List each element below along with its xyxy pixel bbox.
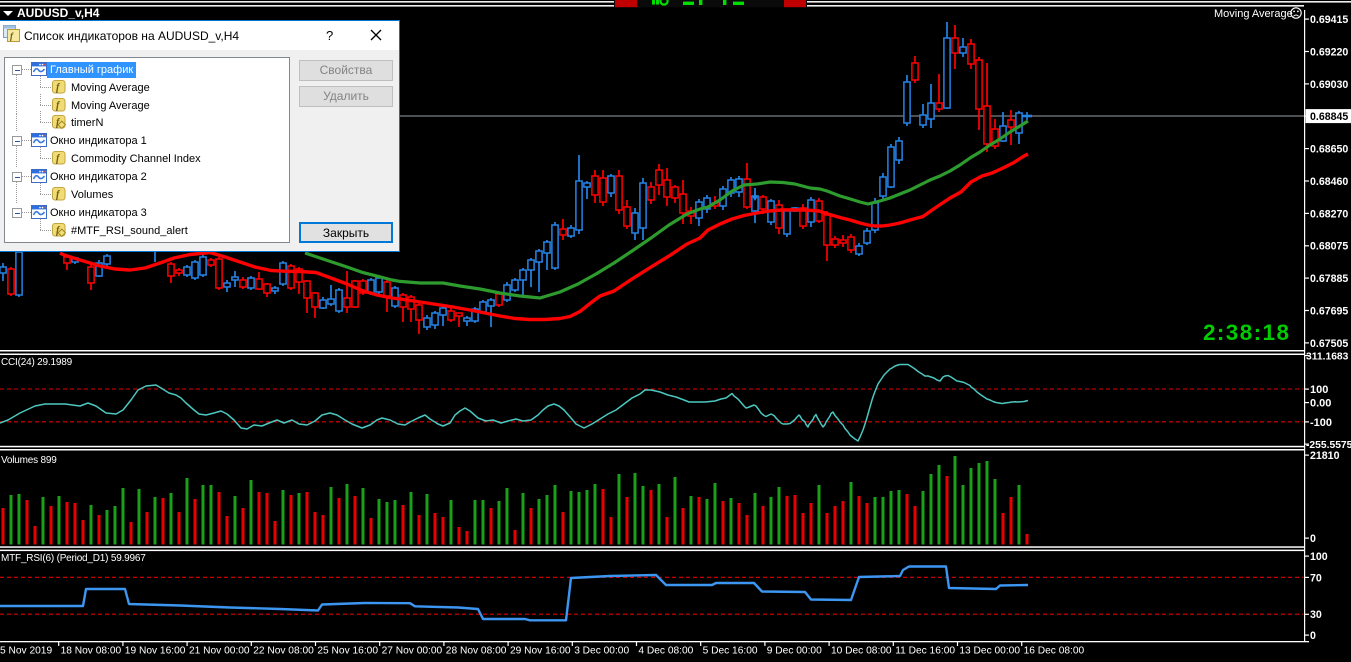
svg-text:Moving Average: Moving Average: [1214, 8, 1293, 20]
svg-text:0.68460: 0.68460: [1310, 176, 1348, 188]
svg-text:30: 30: [1310, 609, 1322, 621]
svg-text:10 Dec 08:00: 10 Dec 08:00: [831, 646, 892, 657]
svg-text:11 Dec 16:00: 11 Dec 16:00: [895, 646, 955, 657]
svg-text:f: f: [56, 118, 61, 129]
svg-text:f: f: [56, 190, 61, 201]
svg-text:9 Dec 00:00: 9 Dec 00:00: [767, 646, 822, 657]
svg-text:0.67695: 0.67695: [1310, 305, 1348, 317]
svg-text:25 Nov 16:00: 25 Nov 16:00: [317, 646, 378, 657]
svg-text:16 Dec 08:00: 16 Dec 08:00: [1024, 646, 1085, 657]
svg-text:18 Nov 08:00: 18 Nov 08:00: [61, 646, 122, 657]
svg-text:19 Nov 16:00: 19 Nov 16:00: [125, 646, 186, 657]
svg-text:22 Nov 08:00: 22 Nov 08:00: [253, 646, 314, 657]
svg-text:27 Nov 00:00: 27 Nov 00:00: [382, 646, 443, 657]
svg-text:0.68270: 0.68270: [1310, 208, 1348, 220]
svg-text:f: f: [10, 31, 14, 41]
svg-text:f: f: [56, 226, 61, 237]
svg-text:f: f: [56, 83, 61, 94]
svg-text:0: 0: [1310, 630, 1316, 642]
svg-text:2:38:18: 2:38:18: [1203, 320, 1290, 345]
svg-text:100: 100: [1310, 551, 1328, 563]
svg-text:21810: 21810: [1310, 450, 1340, 462]
svg-text:0.67885: 0.67885: [1310, 273, 1348, 285]
svg-text:0.69415: 0.69415: [1310, 14, 1348, 26]
svg-text:AUDUSD_v,H4: AUDUSD_v,H4: [17, 6, 100, 20]
svg-text:0: 0: [1310, 533, 1316, 545]
svg-text:MTF_RSI(6) (Period_D1) 59.9967: MTF_RSI(6) (Period_D1) 59.9967: [1, 553, 146, 564]
svg-text:0.68075: 0.68075: [1310, 241, 1348, 253]
svg-text:21 Nov 00:00: 21 Nov 00:00: [189, 646, 250, 657]
svg-text:5 Dec 16:00: 5 Dec 16:00: [703, 646, 758, 657]
svg-text:70: 70: [1310, 572, 1322, 584]
svg-text:0.69030: 0.69030: [1310, 79, 1348, 91]
svg-text:100: 100: [1310, 384, 1328, 396]
svg-text:4 Dec 08:00: 4 Dec 08:00: [638, 646, 693, 657]
svg-text:0.67505: 0.67505: [1310, 338, 1348, 350]
svg-text:-255.5575: -255.5575: [1306, 440, 1351, 451]
svg-text:28 Nov 08:00: 28 Nov 08:00: [446, 646, 507, 657]
svg-text:-100: -100: [1310, 417, 1332, 429]
svg-text:0.69220: 0.69220: [1310, 46, 1348, 58]
svg-text:0.68650: 0.68650: [1310, 144, 1348, 156]
svg-text:0.00: 0.00: [1310, 398, 1331, 410]
svg-text:29 Nov 16:00: 29 Nov 16:00: [510, 646, 571, 657]
svg-text:0.68845: 0.68845: [1310, 111, 1348, 123]
svg-text:5 Nov 2019: 5 Nov 2019: [0, 646, 52, 657]
svg-text:3 Dec 00:00: 3 Dec 00:00: [574, 646, 629, 657]
svg-text:f: f: [56, 154, 61, 165]
svg-text:13 Dec 00:00: 13 Dec 00:00: [959, 646, 1020, 657]
svg-text:f: f: [56, 101, 61, 112]
svg-text:Volumes 899: Volumes 899: [1, 455, 57, 466]
svg-text:CCI(24) 29.1989: CCI(24) 29.1989: [1, 357, 73, 368]
svg-text:311.1683: 311.1683: [1306, 352, 1349, 363]
